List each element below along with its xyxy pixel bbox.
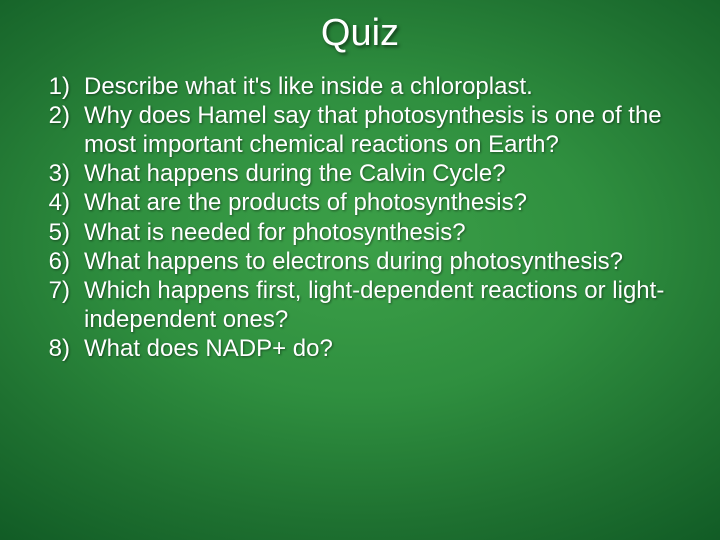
slide: Quiz Describe what it's like inside a ch… — [0, 0, 720, 540]
list-item: What happens during the Calvin Cycle? — [32, 160, 688, 188]
list-item: What does NADP+ do? — [32, 335, 688, 363]
list-item: Which happens first, light-dependent rea… — [32, 277, 688, 334]
list-item: Describe what it's like inside a chlorop… — [32, 73, 688, 101]
list-item: What are the products of photosynthesis? — [32, 189, 688, 217]
list-item: What happens to electrons during photosy… — [32, 248, 688, 276]
list-item: Why does Hamel say that photosynthesis i… — [32, 102, 688, 159]
quiz-list: Describe what it's like inside a chlorop… — [32, 73, 688, 363]
list-item: What is needed for photosynthesis? — [32, 219, 688, 247]
slide-title: Quiz — [32, 12, 688, 55]
